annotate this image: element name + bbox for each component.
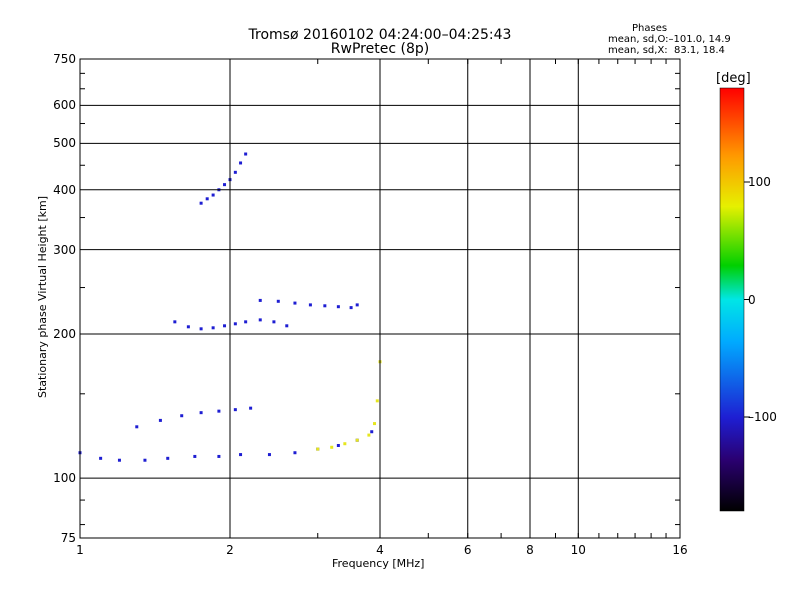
y-tick-label: 750 [53,52,76,66]
scatter-point [117,458,121,462]
scatter-point [258,298,262,302]
y-tick-label: 75 [60,531,76,545]
scatter-point [158,418,162,422]
scatter-point [375,399,379,403]
y-tick-label: 500 [53,136,76,151]
y-axis-label: Stationary phase Virtual Height [km] [36,195,49,399]
scatter-point [211,193,215,197]
scatter-point [330,445,334,449]
scatter-layer [78,152,382,462]
scatter-point [211,326,215,330]
scatter-point [199,201,203,205]
tick-layer [79,59,681,538]
scatter-point [308,303,312,307]
colorbar-tick-label: 0 [748,292,756,307]
scatter-point [205,197,209,201]
x-tick-label: 16 [672,543,688,557]
phase-o-stats: mean, sd,O:–101.0, 14.9 [608,34,731,45]
scatter-point [355,438,359,442]
scatter-point [217,409,221,413]
phase-x-stats: mean, sd,X: 83.1, 18.4 [608,45,725,56]
x-tick-label: 4 [376,543,384,557]
scatter-point [276,299,280,303]
x-tick-label: 1 [76,543,84,557]
scatter-point [355,303,359,307]
colorbar-tick-label: 100 [748,175,771,189]
scatter-point [143,458,147,462]
colorbar-label: [deg] [716,71,751,86]
scatter-point [173,320,177,324]
scatter-point [199,327,203,331]
scatter-point [244,320,248,324]
scatter-point [239,453,243,457]
y-tick-label: 400 [53,182,76,197]
scatter-point [249,406,253,410]
x-tick-label: 2 [226,543,234,557]
scatter-point [180,414,184,418]
chart-subtitle: RwPretec (8p) [330,41,430,57]
phase-title: Phases [632,23,668,34]
scatter-point [267,453,271,457]
y-tick-label: 100 [53,471,76,486]
y-tick-label: 600 [53,98,76,113]
scatter-point [233,322,237,326]
scatter-point [293,301,297,305]
scatter-point [193,454,197,458]
scatter-point [293,451,297,455]
scatter-point [223,324,227,328]
scatter-point [336,443,340,447]
y-tick-label: 200 [53,326,76,341]
scatter-point [186,325,190,329]
scatter-point [135,425,139,429]
scatter-point [233,170,237,174]
scatter-point [336,305,340,309]
scatter-point [99,456,103,460]
scatter-point [244,152,248,156]
scatter-point [316,447,320,451]
scatter-point [285,324,289,328]
scatter-point [233,408,237,412]
scatter-point [349,306,353,310]
colorbar-tick-label: –100 [748,410,777,424]
scatter-point [258,318,262,322]
x-tick-label: 8 [526,543,534,557]
scatter-point [370,430,374,434]
colorbar-tick-layer [744,181,750,418]
scatter-point [373,422,377,426]
scatter-point [199,411,203,415]
scatter-point [166,456,170,460]
scatter-point [217,454,221,458]
colorbar [719,87,745,512]
scatter-point [272,320,276,324]
y-tick-label: 300 [53,242,76,257]
scatter-point [323,304,327,308]
scatter-point [239,161,243,165]
chart-title: Tromsø 20160102 04:24:00–04:25:43 [248,27,512,43]
grid-layer [80,59,680,538]
scatter-point [343,442,347,446]
x-axis-label: Frequency [MHz] [332,557,425,570]
x-tick-label: 6 [463,543,472,557]
x-tick-label: 10 [570,543,586,557]
scatter-point [367,433,371,437]
scatter-point [223,183,227,187]
